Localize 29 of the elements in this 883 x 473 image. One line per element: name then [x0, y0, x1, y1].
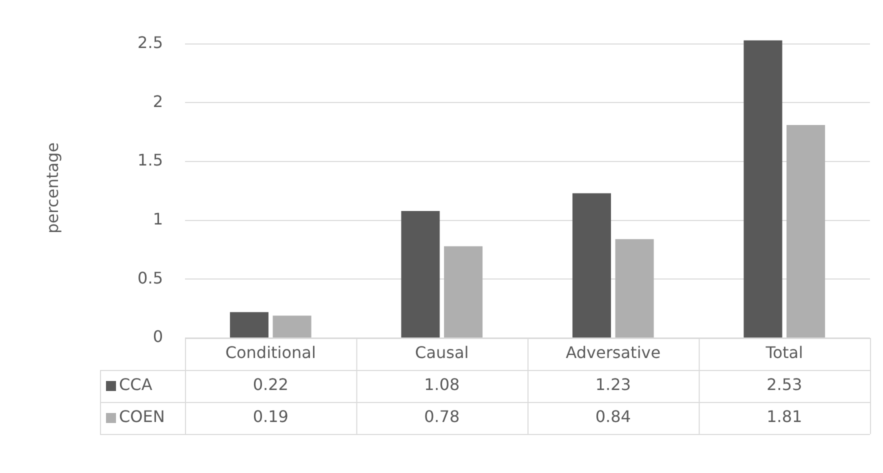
bar: [786, 125, 826, 338]
data-label: 0.78: [424, 407, 460, 426]
data-label: 1.81: [766, 407, 802, 426]
y-axis-title: percentage: [42, 142, 62, 234]
bar: [230, 312, 268, 338]
bar: [744, 40, 782, 338]
y-tick-label: 0: [152, 327, 163, 346]
y-tick-label: 1.5: [138, 150, 163, 170]
x-tick-label: Causal: [415, 343, 469, 362]
y-tick-label: 2.5: [138, 33, 163, 52]
x-tick-label: Total: [764, 343, 804, 362]
bar: [444, 246, 483, 338]
bar: [615, 239, 654, 338]
y-tick-label: 0.5: [138, 268, 163, 288]
bar: [401, 210, 440, 338]
x-tick-label: Adversative: [566, 343, 661, 362]
y-tick-label: 1: [152, 210, 163, 229]
bar: [272, 316, 312, 338]
x-tick-label: Conditional: [225, 343, 316, 362]
data-label: 0.84: [595, 407, 631, 426]
data-label: 1.08: [424, 375, 460, 394]
data-label: 1.23: [595, 375, 631, 394]
legend-label: COEN: [119, 407, 165, 426]
data-label: 0.19: [252, 407, 288, 426]
bar: [572, 193, 611, 338]
data-label: 0.22: [252, 375, 288, 394]
y-tick-label: 2: [152, 92, 163, 111]
data-label: 2.53: [766, 375, 802, 394]
legend-label: CCA: [119, 375, 152, 394]
